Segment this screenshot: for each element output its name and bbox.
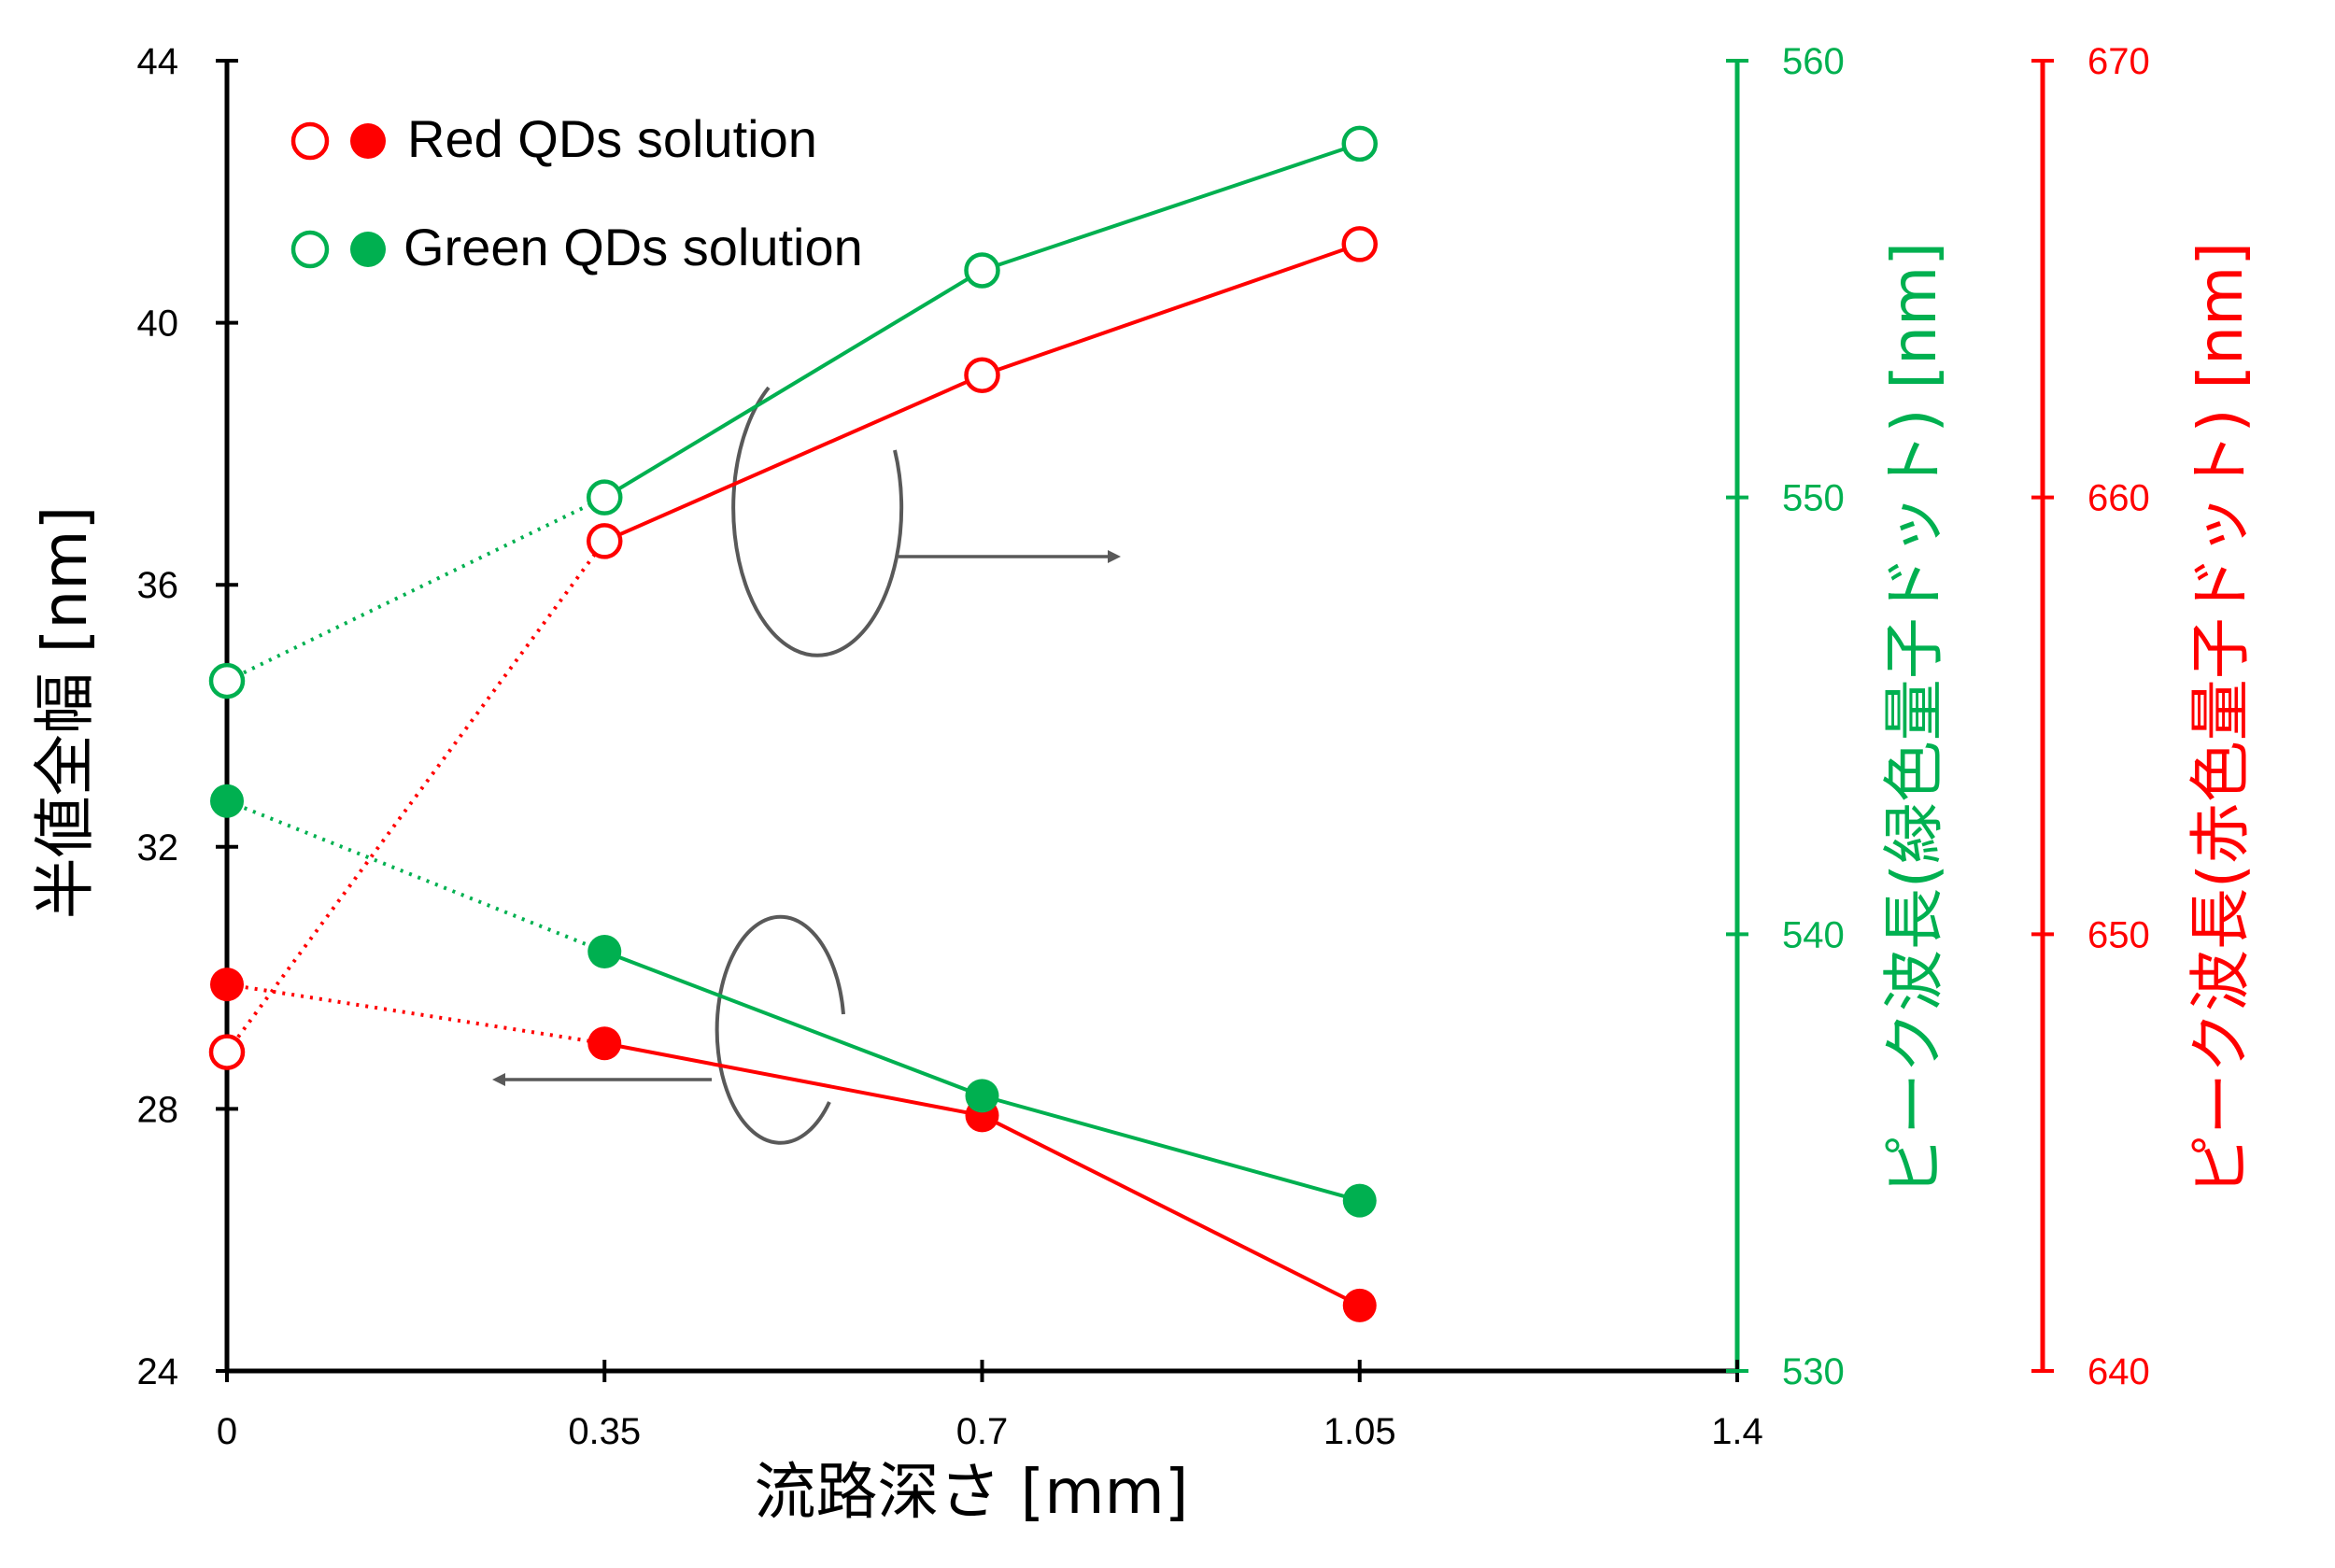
- right-arrow-head: [1108, 550, 1121, 563]
- x-axis-title: 流路深さ [mm]: [754, 1456, 1188, 1528]
- series-1-segment: [981, 141, 1361, 273]
- left-axis-title: 半値全幅 [nm]: [29, 506, 101, 920]
- legend-red-filled-marker: [350, 123, 386, 159]
- series-0-point: [1341, 226, 1378, 262]
- axes: [224, 61, 2045, 1374]
- left-y-tick-label: 24: [137, 1351, 179, 1392]
- series-0-segment: [225, 540, 606, 1053]
- green-y-tick-label: 560: [1782, 41, 1845, 82]
- left-arrow-head: [492, 1073, 505, 1086]
- series-0-segment: [981, 242, 1361, 377]
- series-2-segment: [603, 1041, 983, 1118]
- series-3-segment: [603, 950, 984, 1098]
- x-tick-label: 0.7: [956, 1411, 1009, 1452]
- legend-green-open-marker: [290, 230, 330, 269]
- legend-green-label: Green QDs solution: [403, 218, 863, 276]
- left-y-tick-label: 32: [137, 827, 179, 869]
- filled-markers-ellipse: [715, 914, 845, 1145]
- x-tick-label: 1.4: [1711, 1411, 1763, 1452]
- red-y-tick-label: 660: [2087, 478, 2150, 519]
- series-2-point: [587, 1026, 622, 1061]
- left-y-tick-label: 36: [137, 565, 179, 606]
- legend-green-filled-marker: [350, 232, 386, 267]
- x-tick-label: 1.05: [1323, 1411, 1396, 1452]
- open-markers-ellipse: [731, 386, 904, 657]
- series-3-point: [965, 1079, 999, 1113]
- series-1-segment: [226, 495, 606, 683]
- annotations: [492, 386, 1121, 1145]
- red-y-tick-label: 650: [2087, 914, 2150, 955]
- series-0-point: [587, 523, 623, 559]
- red-y-tick-label: 640: [2087, 1351, 2150, 1392]
- series-1-segment: [603, 268, 984, 500]
- legend-red-open-marker: [290, 121, 330, 161]
- series-3-segment: [981, 1094, 1361, 1203]
- series-3-point: [587, 935, 622, 969]
- right-green-axis-title: ピーク波長(緑色量子ドット) [nm]: [1878, 242, 1950, 1196]
- left-y-tick-label: 28: [137, 1089, 179, 1130]
- x-tick-label: 0.35: [568, 1411, 641, 1452]
- green-y-tick-label: 550: [1782, 478, 1845, 519]
- legend: Red QDs solution Green QDs solution: [290, 109, 863, 276]
- legend-red-label: Red QDs solution: [407, 109, 817, 168]
- left-y-tick-label: 40: [137, 304, 179, 345]
- series-3-point: [1342, 1183, 1377, 1218]
- series-2-point: [210, 968, 244, 1002]
- series-3-point: [210, 784, 244, 818]
- red-y-tick-label: 670: [2087, 41, 2150, 82]
- series-1-point: [208, 662, 246, 699]
- markers: [208, 125, 1378, 1322]
- series-lines: [225, 141, 1361, 1307]
- series-2-point: [1342, 1288, 1377, 1322]
- series-0-point: [208, 1034, 246, 1070]
- green-y-tick-label: 530: [1782, 1351, 1845, 1392]
- green-y-tick-label: 540: [1782, 914, 1845, 955]
- series-0-point: [964, 357, 1000, 393]
- ticks: 0 0.35 0.7 1.05 1.4 24 28 32 36 40 44 530 540 550 560 6…: [137, 41, 2150, 1452]
- left-y-tick-label: 44: [137, 41, 179, 82]
- series-1-point: [964, 252, 1000, 289]
- series-3-segment: [226, 798, 605, 954]
- series-1-point: [1341, 125, 1378, 162]
- series-1-point: [587, 479, 623, 516]
- series-0-segment: [603, 373, 984, 544]
- series-2-segment: [226, 982, 605, 1046]
- series-2-segment: [981, 1113, 1361, 1307]
- x-tick-label: 0: [217, 1411, 237, 1452]
- right-red-axis-title: ピーク波長(赤色量子ドット) [nm]: [2185, 242, 2257, 1196]
